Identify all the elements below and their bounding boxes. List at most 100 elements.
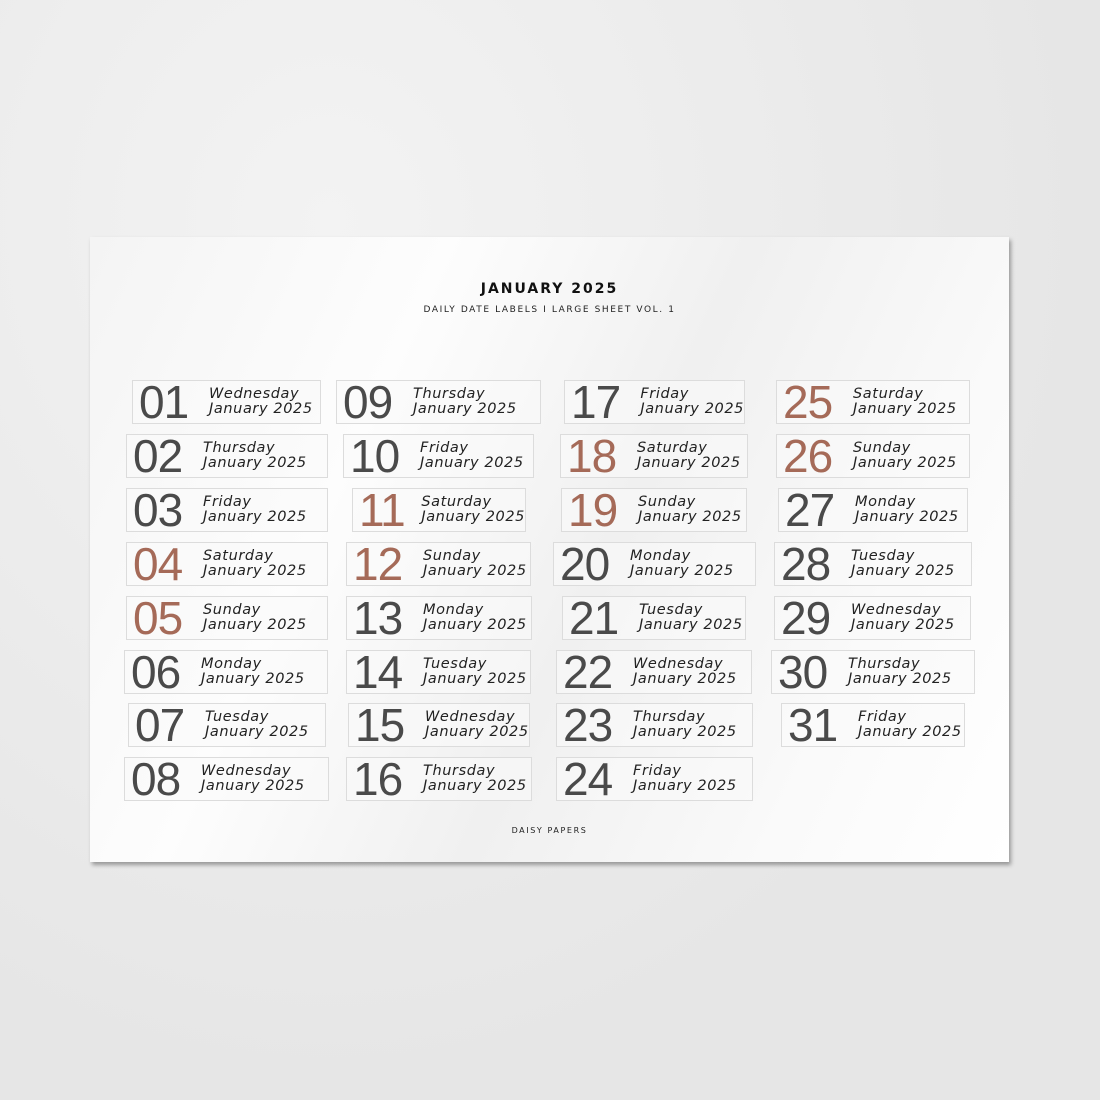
date-number: 20 <box>560 538 610 590</box>
date-label: 14 Tuesday January 2025 <box>346 646 531 698</box>
weekday-name: Tuesday <box>205 709 269 725</box>
date-number: 25 <box>783 376 833 428</box>
weekday-name: Thursday <box>848 656 921 672</box>
date-number: 16 <box>353 753 403 805</box>
date-label: 27 Monday January 2025 <box>778 484 968 536</box>
date-label: 09 Thursday January 2025 <box>336 376 541 428</box>
date-label: 15 Wednesday January 2025 <box>348 699 530 751</box>
weekday-name: Sunday <box>853 440 911 456</box>
weekday-name: Wednesday <box>851 602 942 618</box>
date-number: 27 <box>785 484 835 536</box>
date-number: 09 <box>343 376 393 428</box>
month-year: January 2025 <box>638 509 742 525</box>
month-year: January 2025 <box>637 455 741 471</box>
brand-footer: DAISY PAPERS <box>511 826 588 835</box>
date-number: 08 <box>131 753 181 805</box>
date-label: 16 Thursday January 2025 <box>346 753 532 805</box>
date-number: 15 <box>355 699 405 751</box>
weekday-name: Saturday <box>203 548 274 564</box>
month-year: January 2025 <box>633 778 737 794</box>
month-year: January 2025 <box>630 563 734 579</box>
month-year: January 2025 <box>209 401 313 417</box>
date-label: 23 Thursday January 2025 <box>556 699 753 751</box>
month-year: January 2025 <box>201 671 305 687</box>
sheet-subtitle: DAILY DATE LABELS I LARGE SHEET VOL. 1 <box>423 305 676 315</box>
month-year: January 2025 <box>423 617 527 633</box>
date-label: 01 Wednesday January 2025 <box>132 376 321 428</box>
date-label: 22 Wednesday January 2025 <box>556 649 752 695</box>
month-year: January 2025 <box>848 671 952 687</box>
weekday-name: Friday <box>858 709 907 725</box>
month-year: January 2025 <box>205 724 309 740</box>
date-label: 07 Tuesday January 2025 <box>128 702 326 748</box>
month-year: January 2025 <box>639 617 743 633</box>
date-number: 21 <box>569 592 619 644</box>
month-year: January 2025 <box>423 778 527 794</box>
date-label: 10 Friday January 2025 <box>343 430 534 482</box>
weekday-name: Friday <box>203 494 252 510</box>
date-number: 13 <box>353 592 403 644</box>
date-label: 08 Wednesday January 2025 <box>124 753 329 805</box>
date-label: 03 Friday January 2025 <box>126 484 328 536</box>
month-year: January 2025 <box>633 671 737 687</box>
weekday-name: Wednesday <box>633 656 724 672</box>
month-year: January 2025 <box>423 563 527 579</box>
date-number: 31 <box>788 699 838 751</box>
weekday-name: Saturday <box>637 440 708 456</box>
weekday-name: Monday <box>423 602 484 618</box>
date-number: 19 <box>568 484 618 536</box>
date-number: 04 <box>133 538 183 590</box>
weekday-name: Friday <box>640 386 689 402</box>
date-label: 25 Saturday January 2025 <box>776 376 970 428</box>
date-number: 24 <box>563 753 613 805</box>
weekday-name: Wednesday <box>425 709 516 725</box>
date-label: 18 Saturday January 2025 <box>560 430 748 482</box>
date-label: 20 Monday January 2025 <box>553 538 756 590</box>
month-year: January 2025 <box>851 563 955 579</box>
label-sheet: JANUARY 2025 DAILY DATE LABELS I LARGE S… <box>90 237 1009 862</box>
date-number: 29 <box>781 592 831 644</box>
date-number: 14 <box>353 646 403 698</box>
weekday-name: Friday <box>420 440 469 456</box>
month-year: January 2025 <box>203 509 307 525</box>
month-year: January 2025 <box>640 401 744 417</box>
date-number: 23 <box>563 699 613 751</box>
month-year: January 2025 <box>425 724 529 740</box>
date-label: 19 Sunday January 2025 <box>561 484 747 536</box>
weekday-name: Sunday <box>203 602 261 618</box>
date-label: 30 Thursday January 2025 <box>771 649 975 695</box>
date-number: 12 <box>353 538 403 590</box>
weekday-name: Wednesday <box>209 386 300 402</box>
weekday-name: Monday <box>201 656 262 672</box>
month-year: January 2025 <box>203 617 307 633</box>
date-label: 12 Sunday January 2025 <box>346 538 531 590</box>
date-number: 17 <box>571 376 621 428</box>
date-number: 03 <box>133 484 183 536</box>
date-label: 17 Friday January 2025 <box>564 376 745 428</box>
date-label: 28 Tuesday January 2025 <box>774 538 972 590</box>
weekday-name: Sunday <box>423 548 481 564</box>
date-number: 18 <box>567 430 617 482</box>
month-year: January 2025 <box>851 617 955 633</box>
weekday-name: Tuesday <box>639 602 703 618</box>
date-label: 11 Saturday January 2025 <box>352 487 526 533</box>
date-label: 06 Monday January 2025 <box>124 649 328 695</box>
month-year: January 2025 <box>855 509 959 525</box>
month-year: January 2025 <box>853 401 957 417</box>
date-number: 10 <box>350 430 400 482</box>
weekday-name: Monday <box>855 494 916 510</box>
date-label: 31 Friday January 2025 <box>781 699 965 751</box>
date-label: 24 Friday January 2025 <box>556 753 753 805</box>
weekday-name: Monday <box>630 548 691 564</box>
date-label: 04 Saturday January 2025 <box>126 538 328 590</box>
date-label: 13 Monday January 2025 <box>346 592 532 644</box>
weekday-name: Thursday <box>633 709 706 725</box>
weekday-name: Thursday <box>203 440 276 456</box>
date-label: 02 Thursday January 2025 <box>126 433 328 479</box>
date-number: 28 <box>781 538 831 590</box>
sheet-title: JANUARY 2025 <box>480 281 619 297</box>
date-number: 01 <box>139 376 189 428</box>
weekday-name: Saturday <box>421 494 492 510</box>
weekday-name: Tuesday <box>423 656 487 672</box>
weekday-name: Saturday <box>853 386 924 402</box>
